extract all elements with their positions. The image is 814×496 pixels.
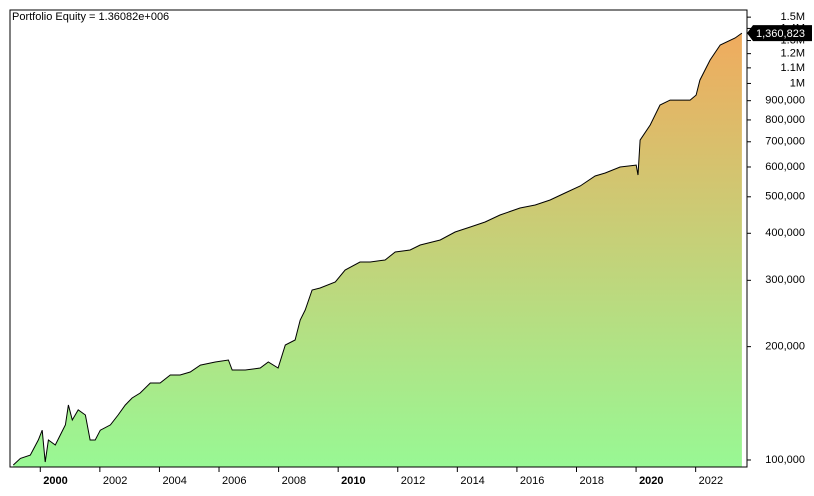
- x-tick-label: 2002: [103, 475, 127, 487]
- y-tick-label: 100,000: [765, 454, 805, 466]
- end-label-box: [747, 25, 812, 42]
- x-tick-label: 2020: [639, 475, 663, 487]
- y-tick-label: 900,000: [765, 95, 805, 107]
- y-tick-label: 300,000: [765, 274, 805, 286]
- y-tick-label: 200,000: [765, 341, 805, 353]
- x-tick-label: 2004: [162, 475, 186, 487]
- x-tick-label: 2016: [520, 475, 544, 487]
- y-tick-label: 800,000: [765, 114, 805, 126]
- y-tick-label: 400,000: [765, 227, 805, 239]
- x-tick-label: 2022: [699, 475, 723, 487]
- y-tick-label: 700,000: [765, 136, 805, 148]
- plot-frame: [9, 9, 748, 468]
- x-tick-label: 2010: [341, 475, 365, 487]
- x-tick-label: 2008: [282, 475, 306, 487]
- x-tick-label: 2006: [222, 475, 246, 487]
- y-tick-label: 1M: [790, 77, 805, 89]
- y-tick-label: 600,000: [765, 161, 805, 173]
- y-tick-label: 1.1M: [781, 62, 805, 74]
- y-tick-label: 1.2M: [781, 48, 805, 60]
- x-tick-label: 2014: [460, 475, 484, 487]
- chart-title: Portfolio Equity = 1.36082e+006: [12, 11, 169, 23]
- y-tick-label: 1.5M: [781, 11, 805, 23]
- equity-area: [13, 33, 742, 467]
- end-label: 1,360,823: [756, 28, 805, 40]
- x-tick-label: 2000: [43, 475, 67, 487]
- x-tick-label: 2018: [579, 475, 603, 487]
- x-tick-label: 2012: [401, 475, 425, 487]
- y-tick-label: 500,000: [765, 191, 805, 203]
- equity-line: [12, 32, 743, 466]
